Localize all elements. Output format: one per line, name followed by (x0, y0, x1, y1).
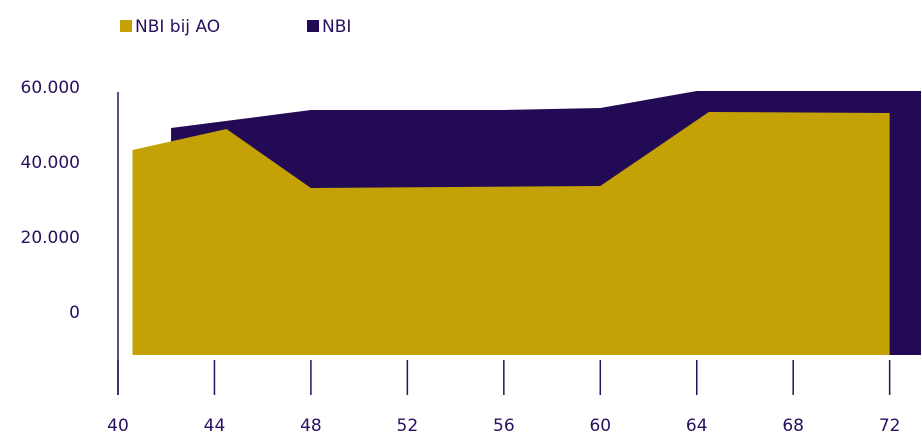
x-tick-label: 60 (589, 416, 611, 436)
x-tick-label: 44 (204, 416, 226, 436)
y-tick-label: 60.000 (21, 78, 80, 98)
x-tick-label: 40 (107, 416, 129, 436)
legend-label: NBI (322, 17, 351, 37)
legend-swatch (307, 20, 319, 32)
x-tick-label: 56 (493, 416, 515, 436)
x-tick-label: 64 (686, 416, 708, 436)
x-tick-label: 68 (782, 416, 804, 436)
legend-label: NBI bij AO (135, 17, 220, 37)
x-tick-label: 72 (879, 416, 901, 436)
y-tick-label: 20.000 (21, 228, 80, 248)
y-tick-label: 40.000 (21, 153, 80, 173)
y-tick-label: 0 (69, 303, 80, 323)
x-tick-label: 48 (300, 416, 322, 436)
legend-swatch (120, 20, 132, 32)
x-tick-label: 52 (397, 416, 419, 436)
area (132, 112, 890, 355)
